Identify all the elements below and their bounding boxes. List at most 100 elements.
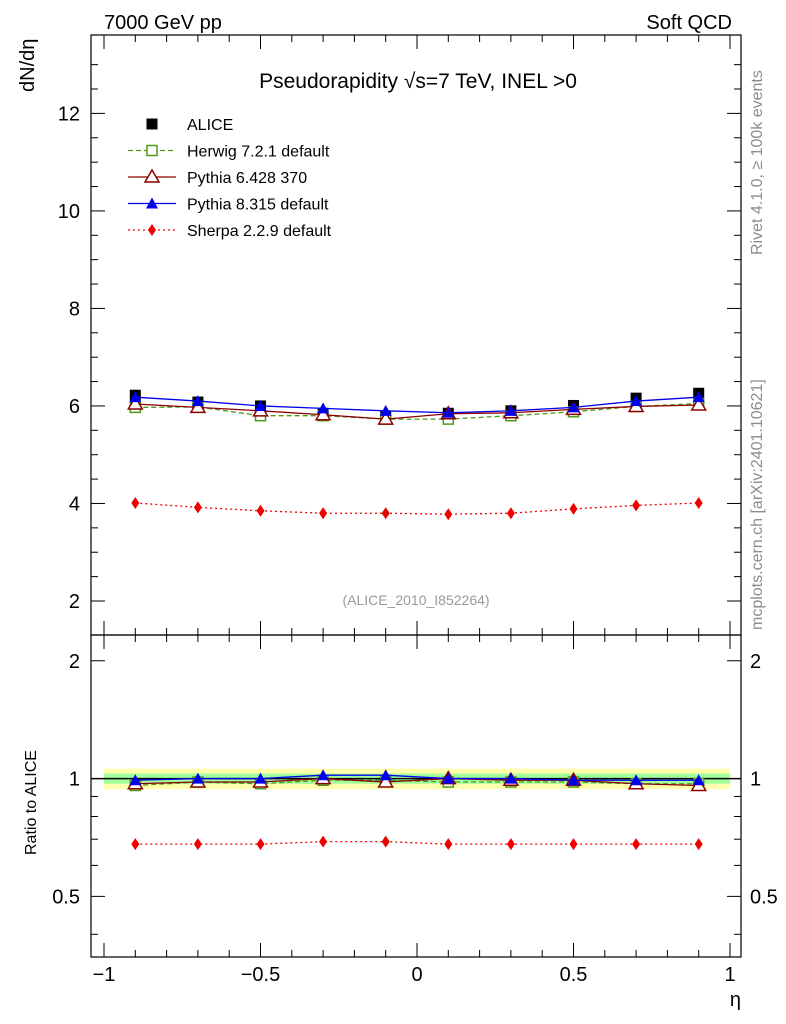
ratio-point-sherpa-2-2-9-default (506, 838, 515, 851)
point-sherpa-2-2-9-default (506, 507, 515, 520)
x-axis-label: η (730, 989, 741, 1011)
ratio-point-sherpa-2-2-9-default (694, 838, 703, 851)
legend-item-sherpa-2-2-9-default: Sherpa 2.2.9 default (128, 223, 332, 240)
ratio-line-pythia-8-315-default (135, 774, 699, 781)
ratio-point-pythia-8-315-default (630, 774, 643, 786)
mcplots-label: mcplots.cern.ch [arXiv:2401.10621] (749, 379, 766, 630)
ratio-point-pythia-8-315-default (317, 769, 330, 781)
point-sherpa-2-2-9-default (694, 496, 703, 509)
series-pythia-8-315-default (129, 391, 705, 418)
ratio-line-herwig-7-2-1-default (135, 779, 699, 787)
rivet-version-label: Rivet 4.1.0, ≥ 100k events (749, 70, 766, 255)
ratio-axis-label: Ratio to ALICE (23, 750, 40, 855)
ratio-panel-frame (90, 634, 742, 958)
point-sherpa-2-2-9-default (131, 496, 140, 509)
line-pythia-8-315-default (135, 396, 699, 414)
ratio-point-sherpa-2-2-9-default (193, 838, 202, 851)
point-sherpa-2-2-9-default (632, 499, 641, 512)
legend-marker (146, 118, 158, 130)
point-sherpa-2-2-9-default (569, 502, 578, 515)
y-tick-label: 10 (58, 201, 80, 223)
ratio-point-pythia-8-315-default (504, 772, 517, 784)
point-pythia-8-315-default (129, 391, 142, 403)
ratio-point-sherpa-2-2-9-default (632, 838, 641, 851)
series-sherpa-2-2-9-default (131, 496, 703, 521)
ratio-point-pythia-8-315-default (692, 774, 705, 786)
point-pythia-8-315-default (504, 404, 517, 416)
legend-item-pythia-8-315-default: Pythia 8.315 default (128, 197, 329, 214)
ratio-point-sherpa-2-2-9-default (131, 838, 140, 851)
x-tick-label: 0.5 (560, 964, 588, 986)
y-tick-label: 2 (69, 591, 80, 613)
point-pythia-6-428-370 (377, 410, 395, 425)
ratio-tick-label-right: 1 (750, 769, 761, 791)
ratio-series-pythia-8-315-default (129, 769, 705, 786)
y-tick-label: 12 (58, 103, 80, 125)
point-pythia-6-428-370 (126, 395, 144, 410)
ratio-line-sherpa-2-2-9-default (135, 840, 699, 845)
legend-label: Pythia 6.428 370 (187, 170, 307, 187)
ratio-tick-label: 2 (69, 651, 80, 673)
point-pythia-8-315-default (630, 395, 643, 407)
point-sherpa-2-2-9-default (319, 507, 328, 520)
legend-marker (146, 197, 158, 209)
ratio-point-pythia-8-315-default (379, 769, 392, 781)
x-tick-label: 1 (724, 964, 735, 986)
ratio-point-pythia-8-315-default (191, 772, 204, 784)
ratio-point-sherpa-2-2-9-default (256, 838, 265, 851)
point-pythia-6-428-370 (189, 398, 207, 414)
y-axis-label: dN/dη (17, 39, 39, 92)
point-pythia-8-315-default (191, 395, 204, 407)
point-sherpa-2-2-9-default (444, 508, 453, 521)
y-tick-label: 6 (69, 396, 80, 418)
ratio-point-pythia-8-315-default (129, 774, 142, 786)
header-right: Soft QCD (646, 12, 732, 34)
legend-item-herwig-7-2-1-default: Herwig 7.2.1 default (128, 144, 330, 161)
ratio-point-pythia-8-315-default (254, 772, 267, 784)
ratio-point-pythia-8-315-default (442, 772, 455, 784)
legend-label: Sherpa 2.2.9 default (187, 223, 332, 240)
x-tick-label: −1 (93, 964, 116, 986)
ratio-point-sherpa-2-2-9-default (319, 835, 328, 848)
ratio-series-sherpa-2-2-9-default (131, 835, 703, 851)
ratio-tick-label-right: 2 (750, 651, 761, 673)
plot-title: Pseudorapidity √s=7 TeV, INEL >0 (259, 70, 577, 93)
point-pythia-8-315-default (254, 399, 267, 411)
legend-marker (148, 224, 156, 236)
legend-marker (146, 144, 158, 157)
y-tick-label: 4 (69, 493, 80, 515)
ratio-point-sherpa-2-2-9-default (381, 835, 390, 848)
line-sherpa-2-2-9-default (135, 502, 699, 515)
line-herwig-7-2-1-default (135, 402, 699, 420)
point-sherpa-2-2-9-default (256, 504, 265, 517)
point-pythia-6-428-370 (314, 406, 332, 421)
line-pythia-6-428-370 (135, 403, 699, 420)
point-pythia-8-315-default (317, 402, 330, 414)
ratio-point-pythia-6-428-370 (377, 773, 395, 788)
point-pythia-8-315-default (442, 406, 455, 418)
point-sherpa-2-2-9-default (193, 501, 202, 514)
legend-item-alice: ALICE (146, 117, 233, 134)
ratio-point-pythia-8-315-default (567, 774, 580, 786)
point-pythia-6-428-370 (690, 396, 708, 411)
analysis-watermark: (ALICE_2010_I852264) (342, 592, 489, 608)
header-left: 7000 GeV pp (104, 12, 222, 34)
x-tick-label: 0 (411, 964, 422, 986)
ratio-tick-label: 0.5 (52, 886, 80, 908)
x-tick-label: −0.5 (241, 964, 280, 986)
legend-label: Herwig 7.2.1 default (187, 144, 330, 161)
ratio-tick-label: 1 (69, 769, 80, 791)
legend-item-pythia-6-428-370: Pythia 6.428 370 (128, 168, 307, 187)
point-pythia-8-315-default (692, 391, 705, 403)
y-tick-label: 8 (69, 298, 80, 320)
series-layer (126, 387, 708, 521)
legend-marker (143, 168, 161, 183)
ratio-line-pythia-6-428-370 (135, 777, 699, 787)
legend: ALICE Herwig 7.2.1 default Pythia 6.428 37… (128, 117, 332, 240)
ratio-point-sherpa-2-2-9-default (444, 838, 453, 851)
point-pythia-8-315-default (567, 401, 580, 413)
legend-label: ALICE (187, 117, 233, 134)
legend-label: Pythia 8.315 default (187, 197, 329, 214)
